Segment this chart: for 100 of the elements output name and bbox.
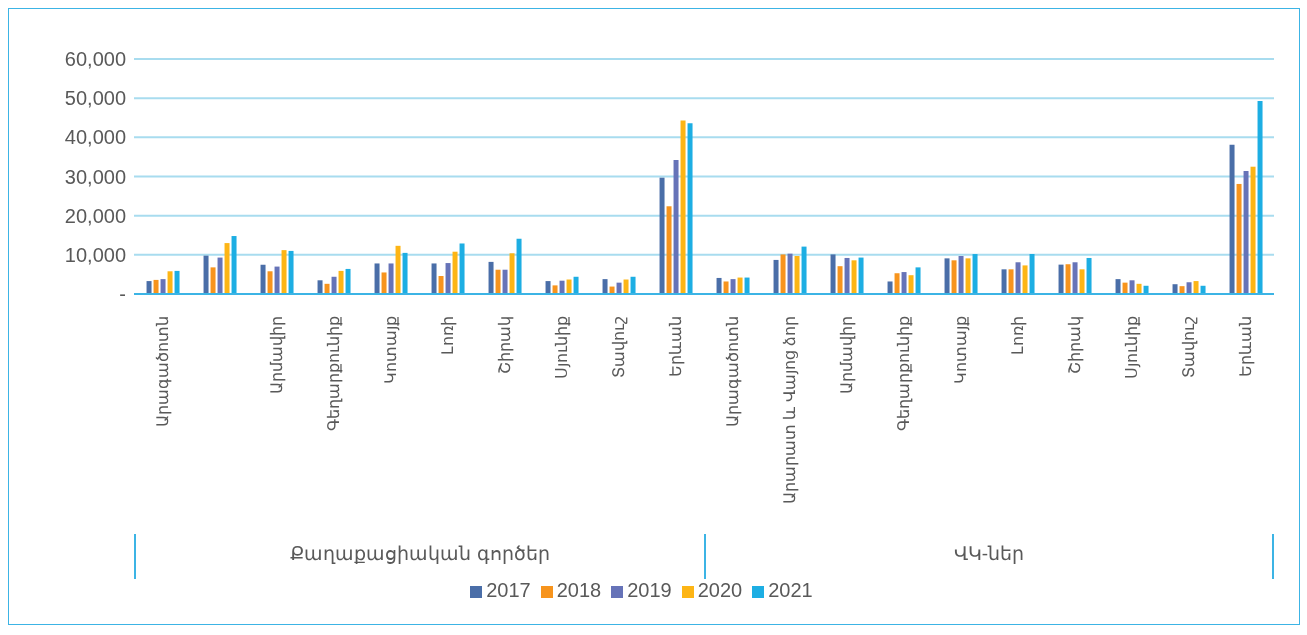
bar — [1257, 100, 1263, 294]
bar — [1243, 171, 1249, 294]
bar — [431, 263, 437, 294]
bar — [267, 271, 273, 294]
bar — [837, 266, 843, 294]
bar — [374, 263, 380, 294]
bar — [452, 251, 458, 294]
bar — [495, 269, 501, 294]
bar — [1058, 264, 1064, 294]
bar — [1065, 264, 1071, 294]
bar — [965, 258, 971, 294]
x-tick-label: Սյունիք — [553, 316, 571, 379]
bar — [203, 255, 209, 294]
bar — [666, 206, 672, 294]
bar — [502, 269, 508, 294]
bar — [901, 272, 907, 294]
bar — [1001, 269, 1007, 294]
x-tick-label: Երևան — [1237, 316, 1255, 377]
bar — [1115, 279, 1121, 294]
bar — [274, 266, 280, 294]
bar — [659, 177, 665, 294]
bar — [545, 281, 551, 294]
bar — [445, 263, 451, 294]
bar — [1250, 166, 1256, 294]
bar — [630, 276, 636, 294]
bar — [559, 280, 565, 294]
bar — [908, 275, 914, 294]
bar — [1072, 262, 1078, 294]
legend-label: 2018 — [556, 579, 602, 601]
bar — [1229, 144, 1235, 294]
y-tick-label: 50,000 — [64, 87, 126, 110]
bar — [488, 261, 494, 294]
bar — [438, 275, 444, 294]
bar — [744, 277, 750, 294]
bar — [787, 253, 793, 294]
bar — [210, 267, 216, 294]
bar — [851, 260, 857, 294]
y-tick-label: 30,000 — [64, 165, 126, 188]
bar — [951, 260, 957, 294]
bar — [146, 281, 152, 294]
bar — [830, 254, 836, 294]
y-tick-label: - — [119, 283, 126, 306]
x-tick-label: Տավուշ — [610, 316, 628, 378]
bar — [958, 256, 964, 294]
bar — [773, 259, 779, 294]
x-tick-label: Արմավիր — [268, 316, 286, 394]
bar — [331, 276, 337, 294]
bar — [1029, 254, 1035, 294]
bar — [844, 257, 850, 294]
bar — [944, 258, 950, 294]
bar — [1015, 262, 1021, 294]
legend-label: 2021 — [768, 579, 813, 601]
legend-label: 2019 — [627, 579, 672, 601]
y-tick-label: 60,000 — [64, 48, 126, 71]
bar — [160, 279, 166, 294]
x-tick-label: Երևան — [667, 316, 685, 377]
bar — [687, 123, 693, 294]
bar — [566, 279, 572, 294]
bar — [552, 285, 558, 294]
bar — [224, 243, 230, 294]
bar — [153, 279, 159, 294]
bar — [887, 281, 893, 294]
x-tick-label: Սյունիք — [1123, 316, 1141, 379]
bar — [217, 257, 223, 294]
x-tick-label: Գեղարքունիք — [895, 316, 913, 431]
bar — [730, 279, 736, 294]
bar — [1079, 269, 1085, 294]
bar — [1186, 282, 1192, 294]
bar — [573, 276, 579, 294]
bar — [602, 279, 608, 294]
x-tick-label: Լոռի — [1009, 316, 1027, 355]
bar — [509, 253, 515, 294]
bar — [338, 270, 344, 294]
bar — [1129, 280, 1135, 294]
bar — [388, 263, 394, 294]
bar — [780, 254, 786, 294]
bar — [794, 256, 800, 294]
bar — [281, 250, 287, 294]
bar — [516, 238, 522, 294]
x-tick-label: Գեղարքունիք — [325, 316, 343, 431]
x-tick-label: Արարատ և Վայոց ձոր — [781, 316, 799, 505]
bar — [260, 264, 266, 294]
x-tick-label: Կոտայք — [952, 316, 970, 384]
legend-label: 2017 — [486, 579, 531, 601]
bar — [716, 277, 722, 294]
x-tick-label: Արմավիր — [838, 316, 856, 394]
bar — [723, 281, 729, 294]
bar — [737, 277, 743, 294]
x-tick-label: Կոտայք — [382, 316, 400, 384]
bar — [1179, 286, 1185, 294]
x-tick-label: Արագածոտն — [154, 316, 172, 427]
bar — [231, 236, 237, 294]
text: ՎԿ-ներ — [953, 543, 1025, 564]
bar — [381, 272, 387, 294]
text: Քաղաքացիական գործեր — [290, 543, 550, 564]
legend-label: 2020 — [697, 579, 743, 601]
bar — [395, 245, 401, 294]
bar — [915, 267, 921, 294]
bar — [673, 160, 679, 294]
x-tick-label: Շիրակ — [496, 316, 514, 374]
